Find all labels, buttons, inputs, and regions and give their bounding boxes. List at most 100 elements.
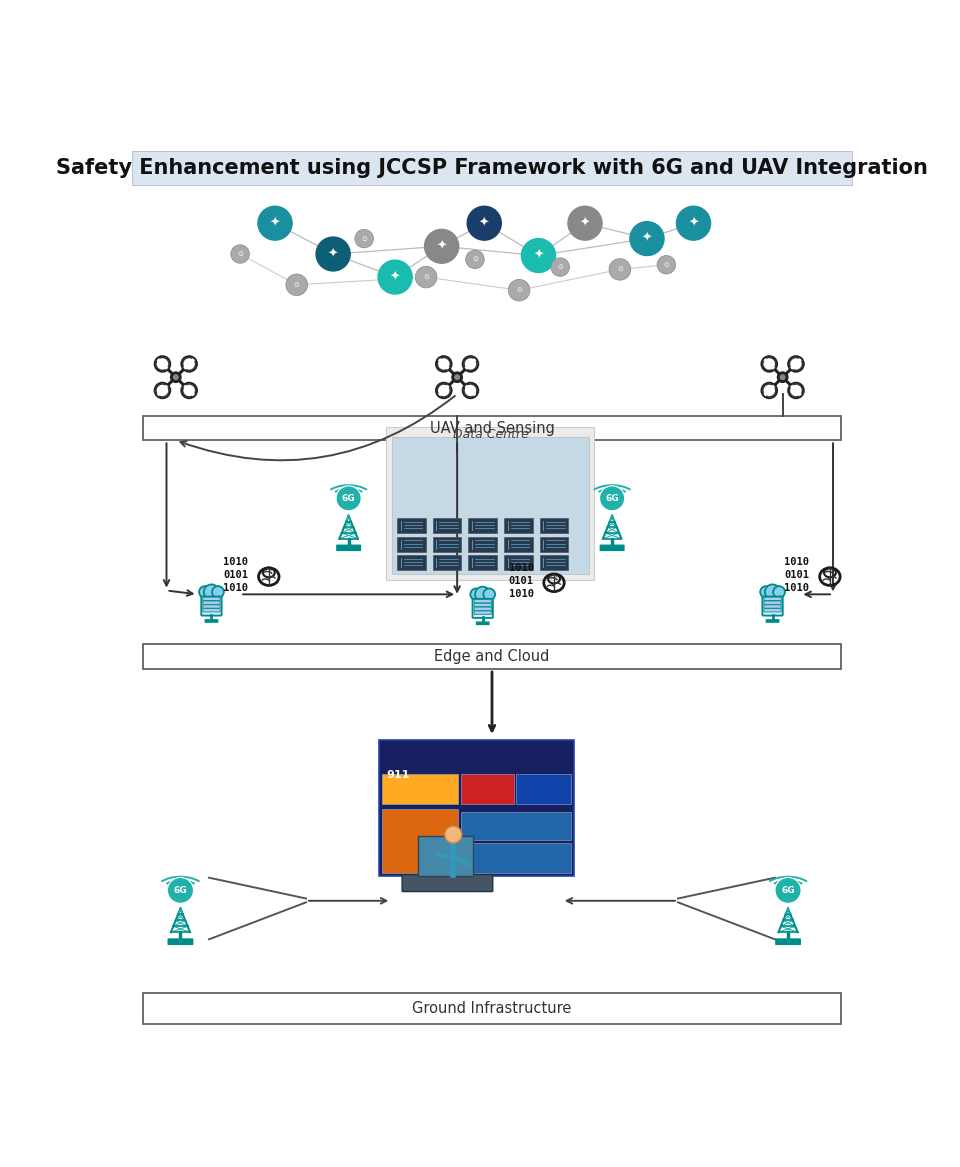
Text: 1010
0101
1010: 1010 0101 1010 xyxy=(509,562,534,600)
FancyBboxPatch shape xyxy=(381,809,458,873)
Circle shape xyxy=(455,375,460,379)
FancyBboxPatch shape xyxy=(600,545,625,551)
FancyBboxPatch shape xyxy=(203,598,220,601)
Circle shape xyxy=(765,585,780,600)
Text: 6G: 6G xyxy=(781,886,795,895)
FancyBboxPatch shape xyxy=(132,151,852,184)
FancyBboxPatch shape xyxy=(433,518,462,533)
FancyBboxPatch shape xyxy=(504,537,533,552)
Text: ✦: ✦ xyxy=(328,247,338,260)
Circle shape xyxy=(788,356,804,372)
Circle shape xyxy=(761,356,777,372)
FancyBboxPatch shape xyxy=(168,938,193,945)
FancyBboxPatch shape xyxy=(397,518,425,533)
Text: ⊙: ⊙ xyxy=(361,236,367,242)
Circle shape xyxy=(286,274,307,295)
Text: ⊙: ⊙ xyxy=(423,274,429,280)
Circle shape xyxy=(773,586,785,598)
Circle shape xyxy=(181,383,197,398)
FancyBboxPatch shape xyxy=(203,601,220,605)
Circle shape xyxy=(171,372,181,383)
Circle shape xyxy=(466,250,484,268)
Text: ✦: ✦ xyxy=(479,217,490,230)
FancyBboxPatch shape xyxy=(202,596,222,615)
FancyBboxPatch shape xyxy=(762,596,782,615)
Circle shape xyxy=(760,586,772,598)
FancyBboxPatch shape xyxy=(504,518,533,533)
Circle shape xyxy=(775,878,801,903)
FancyBboxPatch shape xyxy=(540,518,568,533)
Text: ✦: ✦ xyxy=(390,271,400,284)
Text: ⊙: ⊙ xyxy=(516,287,522,293)
FancyBboxPatch shape xyxy=(474,610,492,614)
FancyBboxPatch shape xyxy=(204,620,218,623)
Circle shape xyxy=(174,375,178,379)
Text: ⊙: ⊙ xyxy=(294,281,300,288)
Text: 6G: 6G xyxy=(606,494,619,503)
FancyBboxPatch shape xyxy=(381,774,458,804)
Circle shape xyxy=(475,587,491,602)
Circle shape xyxy=(155,356,170,372)
FancyBboxPatch shape xyxy=(474,603,492,607)
Text: 1010
0101
1010: 1010 0101 1010 xyxy=(784,557,809,593)
FancyBboxPatch shape xyxy=(386,427,594,580)
Text: ⊙: ⊙ xyxy=(237,251,243,257)
Text: ⊙: ⊙ xyxy=(557,264,564,270)
Circle shape xyxy=(600,485,625,511)
Text: Data Centre: Data Centre xyxy=(452,427,528,441)
Circle shape xyxy=(212,586,224,598)
FancyBboxPatch shape xyxy=(461,812,571,840)
FancyBboxPatch shape xyxy=(764,598,781,601)
Circle shape xyxy=(155,383,170,398)
Circle shape xyxy=(761,383,777,398)
Text: ⊙: ⊙ xyxy=(663,261,669,267)
Circle shape xyxy=(378,260,412,294)
FancyBboxPatch shape xyxy=(379,740,574,876)
FancyBboxPatch shape xyxy=(143,993,841,1023)
FancyBboxPatch shape xyxy=(476,622,490,626)
FancyBboxPatch shape xyxy=(203,608,220,612)
Text: ✦: ✦ xyxy=(437,239,446,253)
FancyBboxPatch shape xyxy=(336,545,361,551)
Circle shape xyxy=(316,237,350,271)
Circle shape xyxy=(677,207,710,240)
Circle shape xyxy=(463,356,478,372)
FancyBboxPatch shape xyxy=(392,438,588,573)
Circle shape xyxy=(258,207,292,240)
Circle shape xyxy=(199,586,211,598)
Circle shape xyxy=(463,383,478,398)
Text: UAV and Sensing: UAV and Sensing xyxy=(429,420,555,435)
FancyBboxPatch shape xyxy=(474,607,492,610)
Circle shape xyxy=(483,588,495,600)
FancyBboxPatch shape xyxy=(468,518,497,533)
Circle shape xyxy=(424,230,459,264)
FancyBboxPatch shape xyxy=(433,537,462,552)
FancyBboxPatch shape xyxy=(418,836,473,876)
Circle shape xyxy=(181,356,197,372)
FancyBboxPatch shape xyxy=(764,605,781,608)
Text: Ground Infrastructure: Ground Infrastructure xyxy=(412,1001,572,1016)
Text: ✦: ✦ xyxy=(641,232,652,245)
Circle shape xyxy=(436,383,451,398)
Text: 1010
0101
1010: 1010 0101 1010 xyxy=(224,557,249,593)
FancyBboxPatch shape xyxy=(397,537,425,552)
Text: ✦: ✦ xyxy=(688,217,699,230)
FancyBboxPatch shape xyxy=(143,415,841,440)
Text: ⊙: ⊙ xyxy=(472,257,478,263)
FancyBboxPatch shape xyxy=(775,938,801,945)
Circle shape xyxy=(521,238,556,272)
FancyBboxPatch shape xyxy=(474,600,492,603)
Circle shape xyxy=(630,222,664,256)
Circle shape xyxy=(336,485,361,511)
Text: Safety Enhancement using JCCSP Framework with 6G and UAV Integration: Safety Enhancement using JCCSP Framework… xyxy=(56,158,928,177)
Circle shape xyxy=(416,266,437,288)
Circle shape xyxy=(551,258,569,277)
Text: 6G: 6G xyxy=(342,494,355,503)
FancyBboxPatch shape xyxy=(203,605,220,608)
FancyBboxPatch shape xyxy=(764,601,781,605)
Circle shape xyxy=(230,245,250,264)
Circle shape xyxy=(788,383,804,398)
Circle shape xyxy=(568,207,602,240)
FancyBboxPatch shape xyxy=(766,620,780,623)
Circle shape xyxy=(436,356,451,372)
